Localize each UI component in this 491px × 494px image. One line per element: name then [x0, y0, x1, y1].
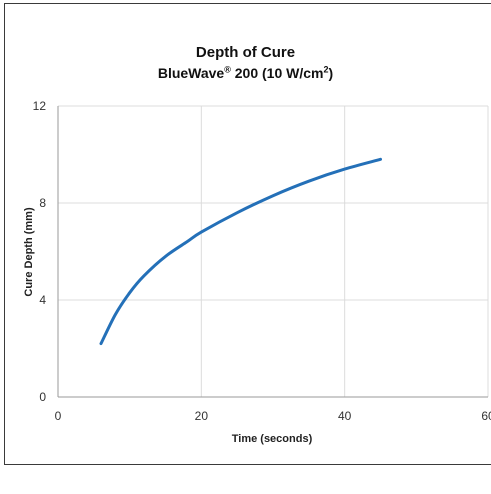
x-tick-label: 60: [481, 409, 491, 423]
series-line: [101, 159, 381, 343]
y-tick-label: 12: [33, 99, 47, 113]
tick-labels: 0 4 8 12 0 20 40 60: [33, 99, 491, 423]
y-tick-label: 0: [39, 390, 46, 404]
x-tick-label: 0: [55, 409, 62, 423]
x-tick-label: 20: [195, 409, 209, 423]
series-lines: [101, 159, 381, 343]
grid: [58, 106, 488, 397]
axes: [58, 106, 488, 397]
y-tick-label: 8: [39, 196, 46, 210]
x-axis-label: Time (seconds): [232, 433, 313, 445]
x-tick-label: 40: [338, 409, 352, 423]
y-axis-label: Cure Depth (mm): [23, 207, 35, 297]
y-tick-label: 4: [39, 293, 46, 307]
